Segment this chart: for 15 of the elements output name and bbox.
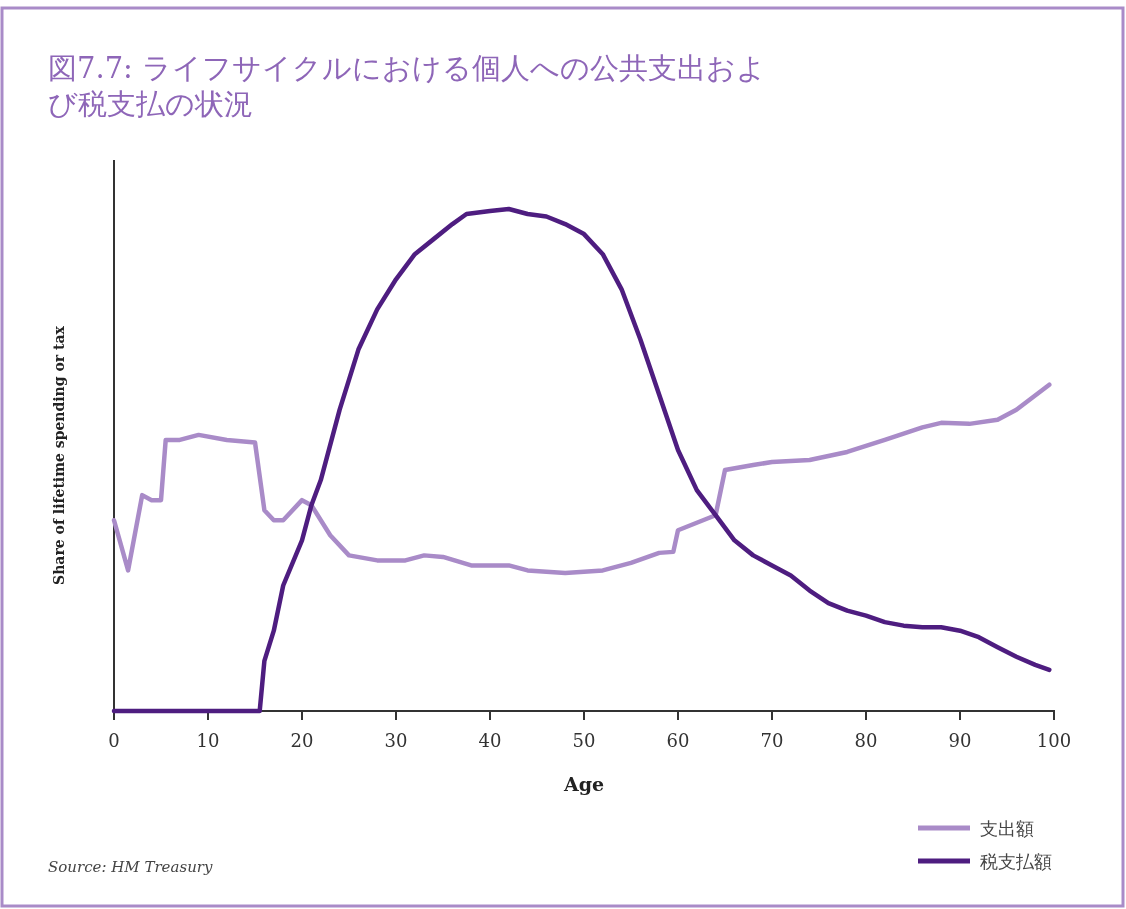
annotation: Source: HM Treasury	[48, 858, 213, 876]
xtick: 30	[384, 730, 408, 751]
xtick: 10	[196, 730, 220, 751]
xtick: 0	[108, 730, 120, 751]
xtick: 60	[666, 730, 690, 751]
title: 図7.7: ライフサイクルにおける個人への公共支出および税支払の状況	[48, 51, 767, 121]
xtick: 90	[948, 730, 972, 751]
xtick: 40	[478, 730, 502, 751]
xtick: 70	[760, 730, 784, 751]
xtick: 80	[854, 730, 878, 751]
xtick: 100	[1036, 730, 1072, 751]
xtick: 20	[290, 730, 314, 751]
y-axis-title: Share of lifetime spending or tax	[51, 325, 67, 585]
xtick: 50	[572, 730, 596, 751]
x-axis-title: Age	[562, 773, 605, 795]
